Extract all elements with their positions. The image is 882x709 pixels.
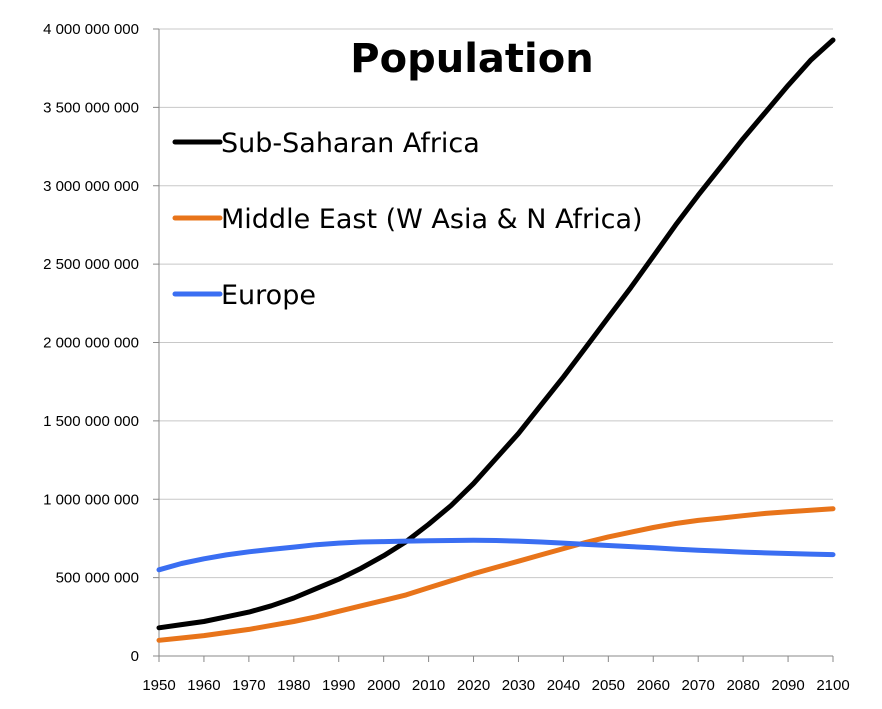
legend-label: Middle East (W Asia & N Africa): [221, 204, 643, 235]
legend-label: Sub-Saharan Africa: [221, 128, 480, 159]
x-tick-label: 2000: [367, 677, 400, 694]
x-tick-label: 2100: [816, 677, 849, 694]
y-tick-label: 3 000 000 000: [43, 178, 139, 195]
x-tick-label: 2080: [726, 677, 759, 694]
legend-label: Europe: [221, 280, 316, 311]
y-tick-label: 0: [131, 648, 139, 665]
y-tick-label: 500 000 000: [56, 570, 139, 587]
x-tick-label: 2010: [412, 677, 445, 694]
series-line-2: [156, 506, 836, 643]
y-tick-label: 2 000 000 000: [43, 335, 139, 352]
x-tick-label: 2060: [637, 677, 670, 694]
gridlines: [159, 28, 833, 579]
y-tick-label: 3 500 000 000: [43, 99, 139, 116]
x-tick-label: 1950: [142, 677, 175, 694]
x-tick-label: 1960: [187, 677, 220, 694]
series-line-1: [156, 37, 836, 631]
legend: Sub-Saharan Africa Middle East (W Asia & …: [172, 128, 643, 311]
y-tick-label: 1 000 000 000: [43, 491, 139, 508]
y-tick-label: 2 500 000 000: [43, 256, 139, 273]
y-axis-ticks: 0 500 000 000 1 000 000 000 1 500 000 000 2 …: [43, 21, 159, 665]
x-tick-label: 2030: [502, 677, 535, 694]
series-lines: [156, 37, 836, 643]
x-tick-label: 1990: [322, 677, 355, 694]
x-axis-ticks: 1950 1960 1970 1980 1990 2000 2010 2020 2030 2040…: [142, 656, 850, 694]
series-line-3: [156, 537, 836, 573]
y-tick-label: 4 000 000 000: [43, 21, 139, 38]
x-tick-label: 2020: [457, 677, 490, 694]
y-tick-label: 1 500 000 000: [43, 413, 139, 430]
x-tick-label: 2050: [592, 677, 625, 694]
chart-title: Population: [350, 36, 593, 82]
x-tick-label: 2070: [682, 677, 715, 694]
x-tick-label: 2090: [771, 677, 804, 694]
x-tick-label: 1970: [232, 677, 265, 694]
x-tick-label: 1980: [277, 677, 310, 694]
x-tick-label: 2040: [547, 677, 580, 694]
